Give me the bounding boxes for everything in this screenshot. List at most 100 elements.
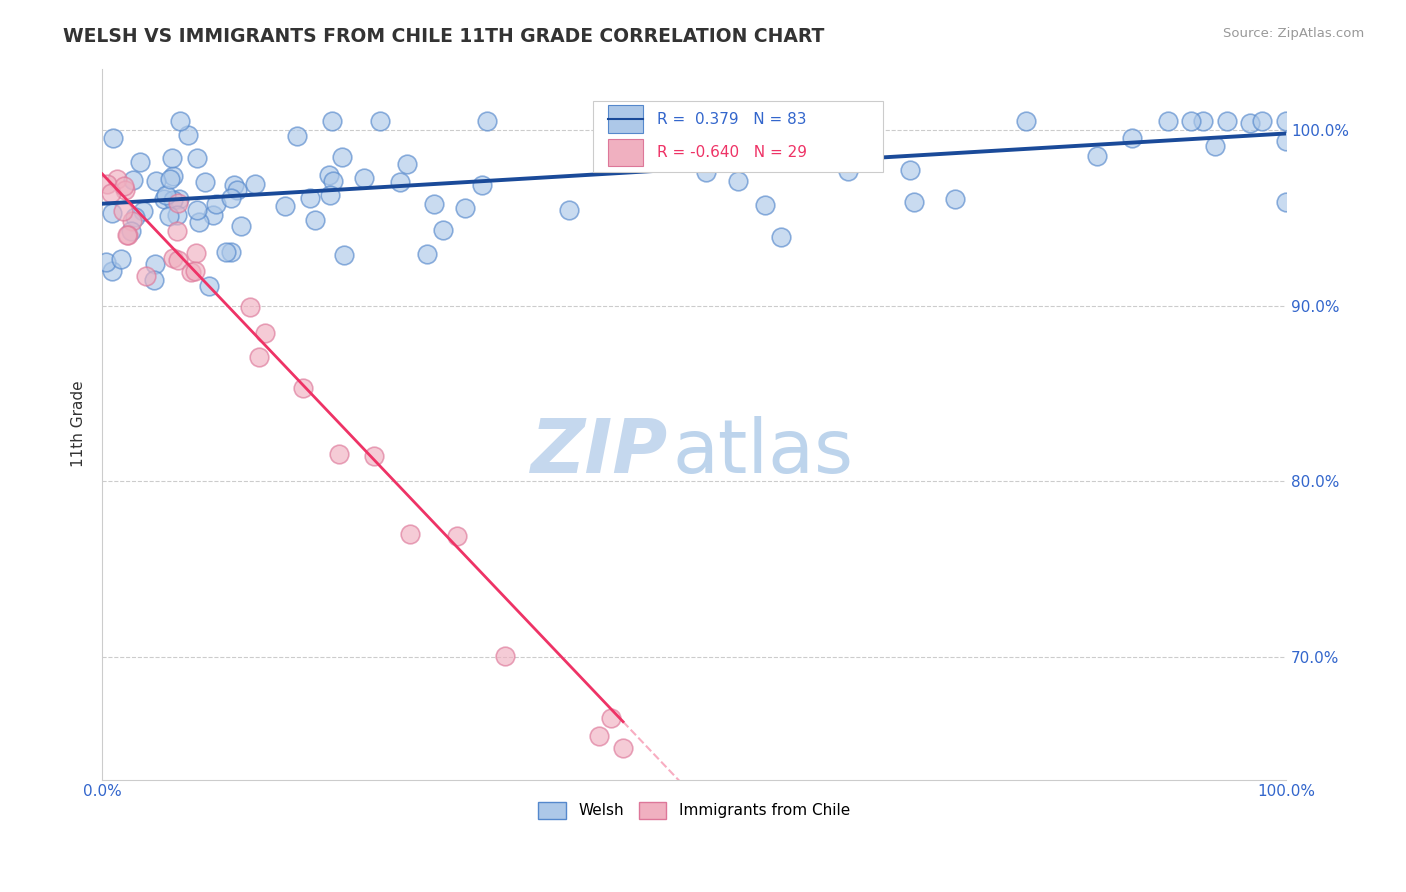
Point <box>180 265 202 279</box>
Point <box>782 136 804 151</box>
Point <box>1014 114 1036 128</box>
Point <box>96 177 118 191</box>
Point <box>304 213 326 227</box>
Point <box>454 201 477 215</box>
Point <box>298 191 321 205</box>
Point <box>1275 134 1298 148</box>
Point <box>612 741 634 756</box>
Point <box>332 248 354 262</box>
Point <box>321 114 343 128</box>
Point <box>153 192 176 206</box>
Point <box>292 381 315 395</box>
FancyBboxPatch shape <box>607 139 643 166</box>
Text: WELSH VS IMMIGRANTS FROM CHILE 11TH GRADE CORRELATION CHART: WELSH VS IMMIGRANTS FROM CHILE 11TH GRAD… <box>63 27 825 45</box>
Point <box>201 208 224 222</box>
Point <box>162 169 184 184</box>
Point <box>100 206 122 220</box>
Point <box>776 114 799 128</box>
Point <box>239 300 262 314</box>
Point <box>1204 139 1226 153</box>
Point <box>943 192 966 206</box>
Point <box>1275 195 1298 210</box>
Point <box>194 175 217 189</box>
Point <box>183 263 205 277</box>
Point <box>274 198 297 212</box>
Point <box>416 247 439 261</box>
Point <box>769 230 792 244</box>
Point <box>121 214 143 228</box>
Point <box>120 224 142 238</box>
Point <box>1192 114 1215 128</box>
Point <box>176 128 198 142</box>
Point <box>557 203 579 218</box>
Point <box>221 191 243 205</box>
Point <box>94 255 117 269</box>
Point <box>1275 114 1298 128</box>
Point <box>224 178 246 193</box>
Point <box>446 529 468 543</box>
Point <box>215 244 238 259</box>
Point <box>322 174 344 188</box>
Point <box>600 711 623 725</box>
Point <box>1216 114 1239 128</box>
Point <box>1251 114 1274 128</box>
Point <box>166 208 188 222</box>
Point <box>475 114 498 128</box>
Point <box>186 202 208 217</box>
Point <box>187 215 209 229</box>
Point <box>167 192 190 206</box>
Point <box>695 164 717 178</box>
Point <box>114 183 136 197</box>
Point <box>1156 114 1178 128</box>
Point <box>471 178 494 192</box>
Point <box>166 224 188 238</box>
Point <box>754 198 776 212</box>
Point <box>162 251 184 265</box>
Point <box>110 252 132 266</box>
Point <box>101 130 124 145</box>
Point <box>423 197 446 211</box>
Point <box>155 188 177 202</box>
Point <box>1239 116 1261 130</box>
Point <box>368 114 391 128</box>
Point <box>132 203 155 218</box>
Text: R =  0.379   N = 83: R = 0.379 N = 83 <box>658 112 807 127</box>
Point <box>100 186 122 201</box>
Point <box>221 245 243 260</box>
Point <box>105 171 128 186</box>
Point <box>101 264 124 278</box>
Point <box>903 194 925 209</box>
Point <box>160 151 183 165</box>
Point <box>157 209 180 223</box>
Point <box>494 648 516 663</box>
Point <box>318 188 340 202</box>
FancyBboxPatch shape <box>607 105 643 133</box>
Point <box>353 171 375 186</box>
Point <box>117 227 139 242</box>
Point <box>124 210 146 224</box>
Point <box>129 155 152 169</box>
Point <box>247 350 270 364</box>
Point <box>318 169 340 183</box>
Point <box>395 157 418 171</box>
Point <box>231 219 253 233</box>
Point <box>363 450 385 464</box>
Point <box>135 268 157 283</box>
Point <box>1121 131 1143 145</box>
Point <box>145 174 167 188</box>
Point <box>117 228 139 243</box>
Point <box>285 128 308 143</box>
Point <box>243 178 266 192</box>
Point <box>898 163 921 178</box>
Point <box>162 193 184 207</box>
Point <box>121 173 143 187</box>
Point <box>159 172 181 186</box>
Point <box>328 447 350 461</box>
Point <box>167 253 190 268</box>
Text: ZIP: ZIP <box>531 416 668 489</box>
Legend: Welsh, Immigrants from Chile: Welsh, Immigrants from Chile <box>533 796 856 825</box>
FancyBboxPatch shape <box>593 101 883 171</box>
Point <box>111 203 134 218</box>
Point <box>254 326 277 340</box>
Text: Source: ZipAtlas.com: Source: ZipAtlas.com <box>1223 27 1364 40</box>
